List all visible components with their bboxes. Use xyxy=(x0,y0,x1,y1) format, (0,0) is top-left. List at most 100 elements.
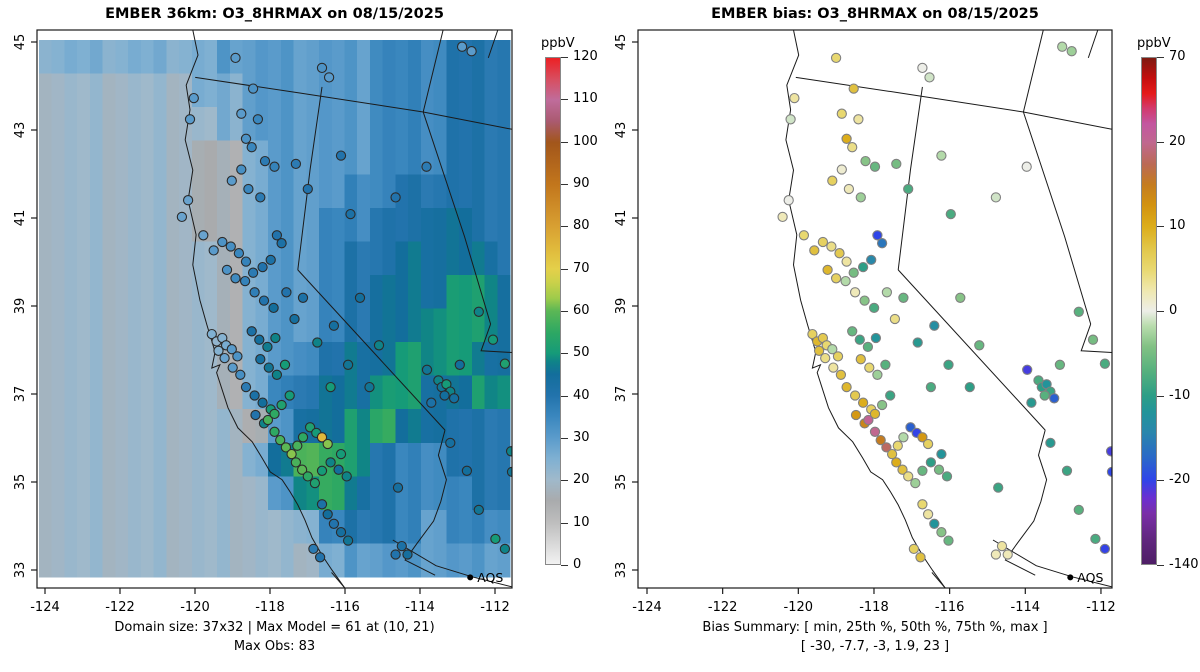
station-dot xyxy=(936,448,947,460)
station-dot xyxy=(188,92,199,104)
station-dot xyxy=(1021,161,1032,172)
bias-colorbar-tick-20: 20 xyxy=(1169,133,1186,149)
station-dot xyxy=(316,432,328,443)
station-dot xyxy=(826,241,837,252)
station-dot xyxy=(316,499,328,510)
station-dot xyxy=(454,359,465,370)
station-dot xyxy=(276,399,287,411)
coastline xyxy=(184,30,346,588)
station-dot xyxy=(859,295,870,306)
station-dot xyxy=(840,275,851,287)
station-dot xyxy=(335,527,347,538)
colorbar-tick-mark xyxy=(561,480,568,482)
colorbar-tick-mark xyxy=(561,353,568,355)
station-dot xyxy=(289,313,300,325)
y-tick-label: 37 xyxy=(13,386,28,403)
station-dot xyxy=(325,381,336,393)
border-segment xyxy=(480,323,512,353)
station-dot xyxy=(889,313,901,325)
station-dot xyxy=(290,158,302,170)
station-dot xyxy=(292,440,303,451)
border-segment xyxy=(1022,30,1044,113)
station-dot xyxy=(817,236,829,248)
border-segment xyxy=(331,572,346,588)
station-dot xyxy=(1057,41,1068,52)
station-dot xyxy=(834,248,845,259)
station-dot xyxy=(316,62,328,74)
colorbar-tick-mark xyxy=(1157,57,1164,58)
station-dot xyxy=(996,540,1008,552)
station-dot xyxy=(929,518,940,529)
station-dot xyxy=(869,161,881,172)
station-dot xyxy=(312,337,323,348)
y-tick-label: 33 xyxy=(13,562,28,579)
model-colorbar-tick-40: 40 xyxy=(573,387,590,403)
model-colorbar-tick-50: 50 xyxy=(573,345,590,361)
bias-colorbar-tick-70: 70 xyxy=(1169,49,1186,64)
station-dot xyxy=(246,326,257,337)
station-dot xyxy=(276,238,287,249)
station-dot xyxy=(281,287,292,298)
station-dot xyxy=(880,359,891,370)
x-tick-label: -118 xyxy=(255,600,285,615)
state-border-lines xyxy=(785,30,1112,588)
colorbar-tick-mark xyxy=(561,522,568,524)
station-dot xyxy=(402,549,413,560)
border-segment xyxy=(195,76,512,130)
colorbar-tick-mark xyxy=(561,141,568,143)
station-dot xyxy=(341,471,352,482)
x-tick-label: -118 xyxy=(859,600,889,615)
station-dot xyxy=(850,409,862,421)
colorbar-tick-mark xyxy=(561,438,568,439)
colorbar-tick-mark xyxy=(561,99,568,101)
station-dot xyxy=(499,358,511,369)
station-dot xyxy=(473,504,484,516)
x-tick-label: -122 xyxy=(708,600,738,615)
station-dot xyxy=(1026,397,1037,408)
station-dot xyxy=(881,442,892,453)
station-dot xyxy=(857,397,869,408)
station-dot xyxy=(822,264,833,276)
station-dot xyxy=(933,464,945,475)
station-dot xyxy=(421,161,432,172)
station-dot xyxy=(323,72,335,83)
border-segment xyxy=(897,86,923,270)
border-segment xyxy=(487,30,499,59)
station-dot xyxy=(1106,466,1112,478)
station-dot xyxy=(836,164,847,175)
station-dot xyxy=(872,369,883,380)
station-dot xyxy=(881,287,893,298)
station-dot xyxy=(876,399,888,411)
model-colorbar-tick-80: 80 xyxy=(573,218,590,234)
station-dot xyxy=(392,482,404,493)
station-dot xyxy=(308,543,319,555)
station-dot xyxy=(259,155,271,167)
station-dot xyxy=(862,341,874,353)
station-dot xyxy=(473,306,484,317)
station-dot xyxy=(1073,306,1084,317)
station-dot xyxy=(827,175,838,186)
y-tick-label: 39 xyxy=(614,298,629,315)
colorbar-tick-mark xyxy=(1157,565,1164,566)
model-colorbar-tick-90: 90 xyxy=(573,176,590,191)
y-tick-label: 45 xyxy=(614,34,629,51)
station-dot xyxy=(936,150,947,161)
station-dot xyxy=(941,471,953,482)
station-dot xyxy=(342,359,354,370)
station-dot xyxy=(955,292,966,303)
station-dot xyxy=(364,381,375,393)
station-dot xyxy=(217,236,228,248)
station-dot xyxy=(848,267,859,278)
station-dot xyxy=(335,150,347,161)
station-dot xyxy=(809,245,820,256)
station-dot xyxy=(1066,46,1077,57)
station-dot xyxy=(849,390,861,401)
bias-colorbar-tick-0: 0 xyxy=(1169,303,1178,318)
bias-colorbar-tick--140: -140 xyxy=(1169,557,1199,572)
station-dot xyxy=(855,354,866,365)
colorbar-tick-mark xyxy=(561,226,568,228)
station-dot xyxy=(785,114,796,125)
station-dot xyxy=(843,183,855,195)
station-dot xyxy=(857,261,869,273)
station-dot xyxy=(993,482,1004,493)
